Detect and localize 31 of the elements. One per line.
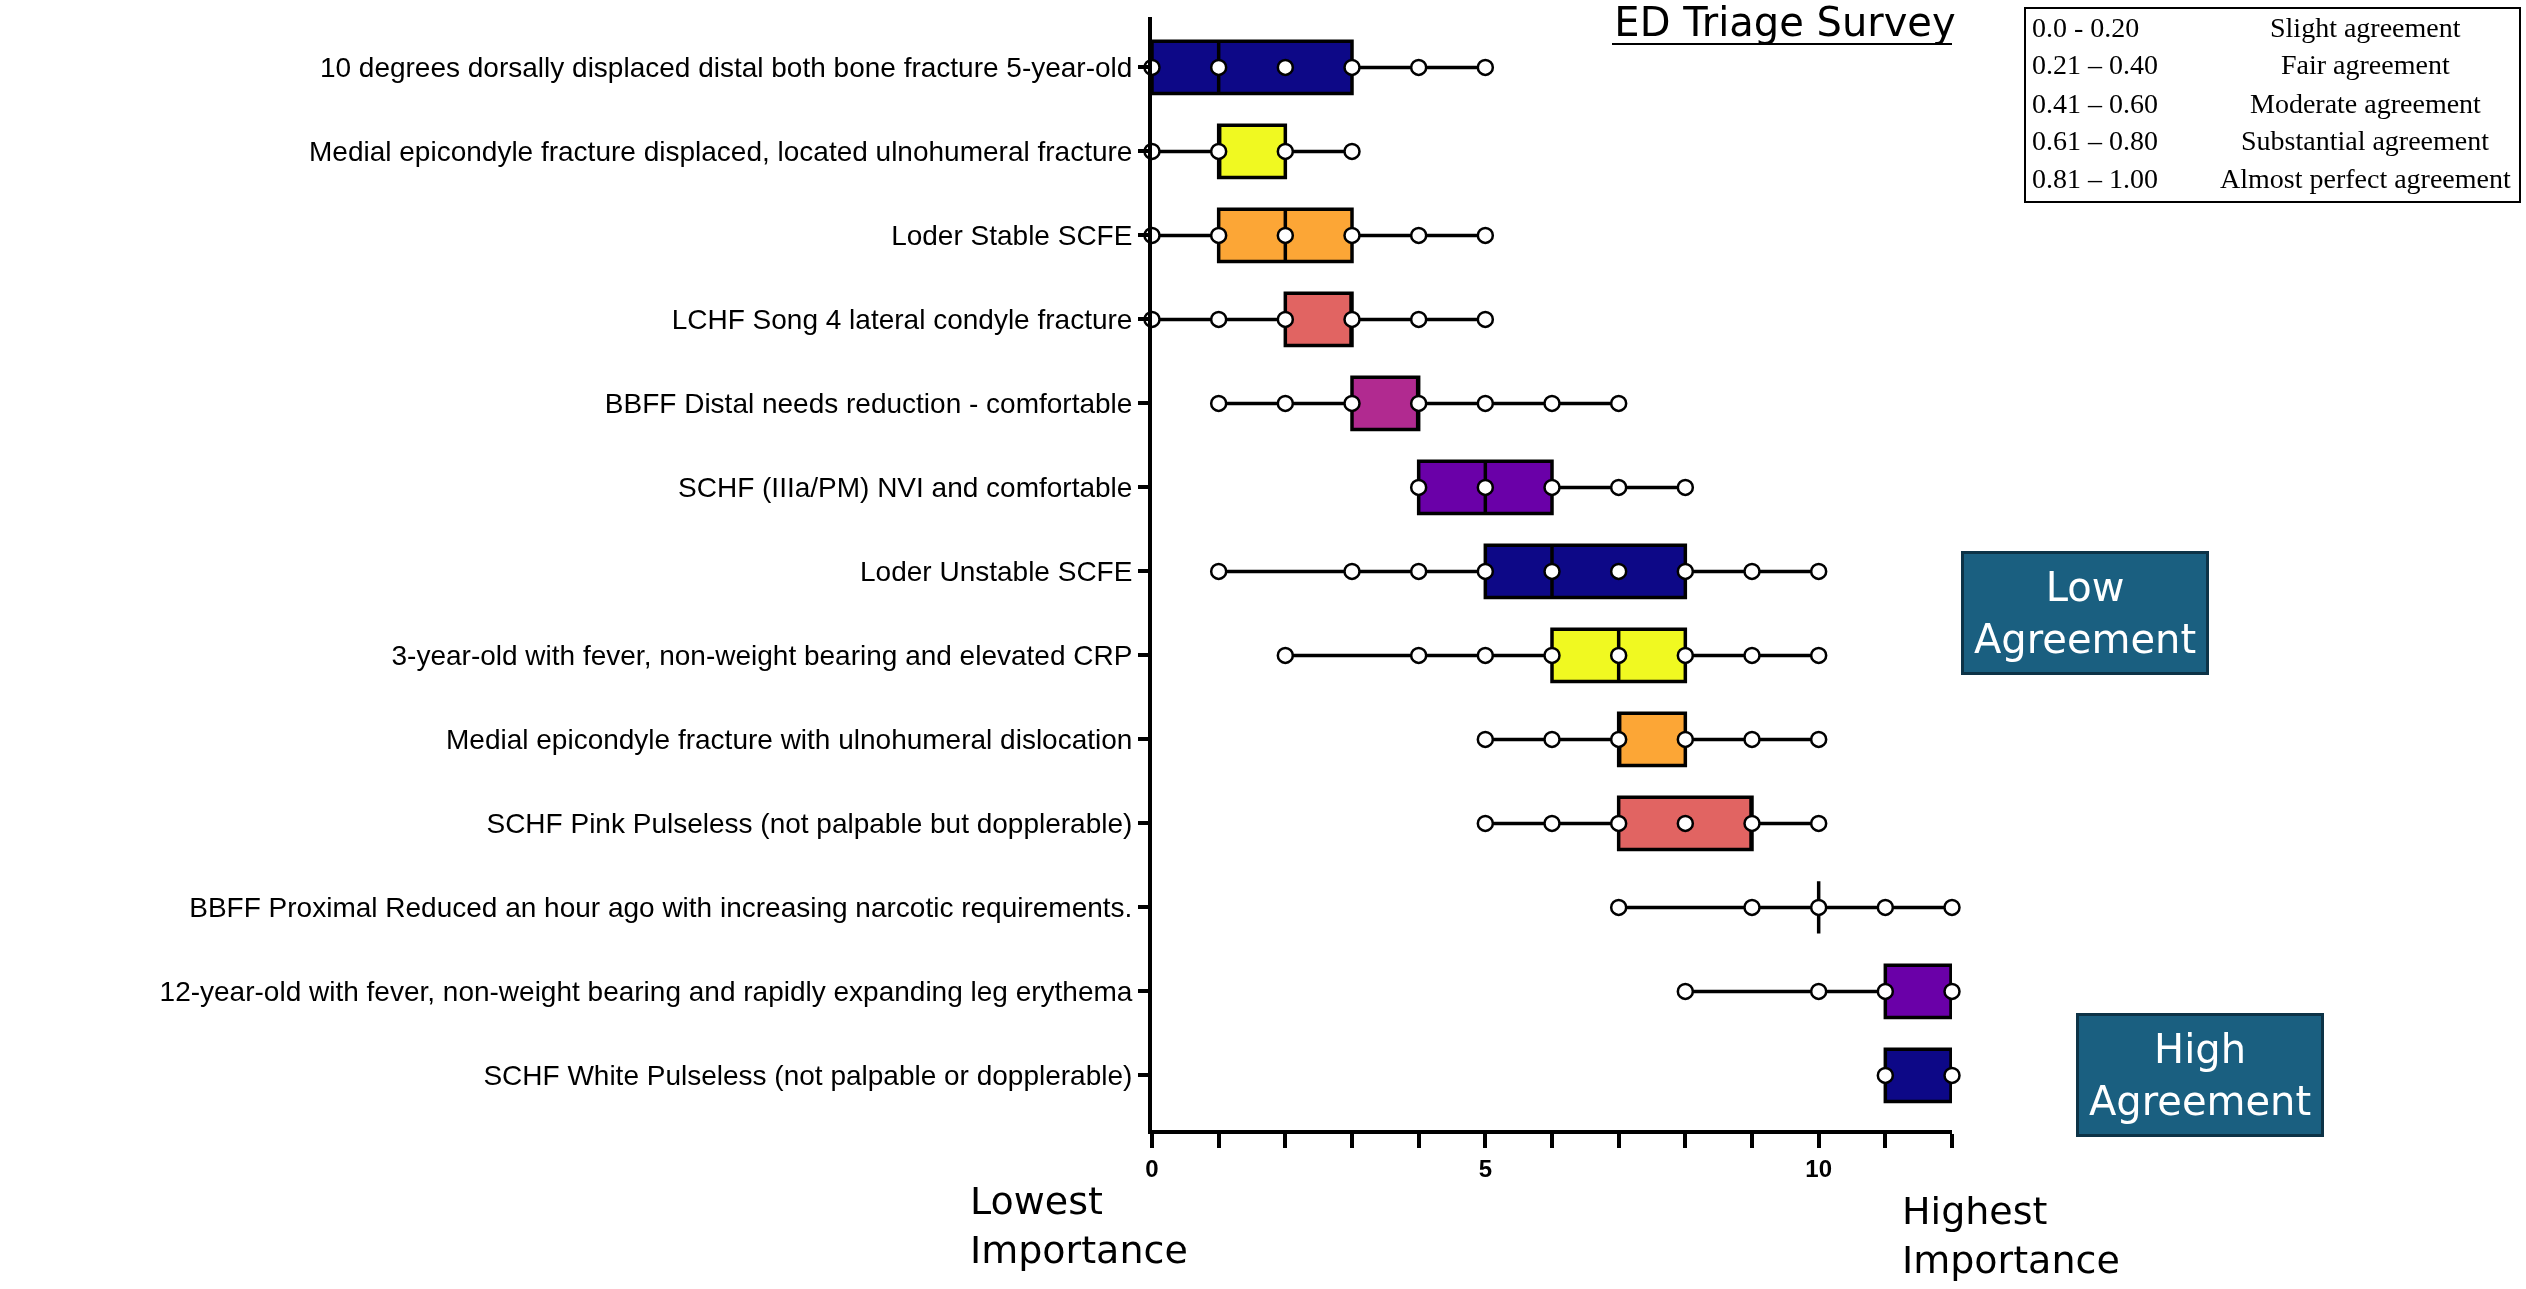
text: 0.41 – 0.60 <box>2032 88 2158 119</box>
x-tick-label: 0 <box>1145 1154 1159 1182</box>
text: 0.0 - 0.20 <box>2032 12 2140 43</box>
x-tick-label: 10 <box>1805 1154 1833 1182</box>
x-tick-label: 5 <box>1478 1154 1493 1182</box>
y-tick-label: SCHF (IIIa/PM) NVI and comfortable <box>678 472 1133 504</box>
y-tick-label: Medial epicondyle fracture displaced, located ulnohumeral fracture <box>309 136 1133 168</box>
y-tick-label: 10 degrees dorsally displaced distal both bone fracture 5-year-old <box>319 52 1133 84</box>
y-tick-label: BBFF Proximal Reduced an hour ago with increasing narcotic requirements. <box>189 892 1133 924</box>
y-tick-label: SCHF White Pulseless (not palpable or dopplerable) <box>483 1060 1133 1092</box>
text: 0.21 – 0.40 <box>2032 49 2158 80</box>
y-tick-label: LCHF Song 4 lateral condyle fracture <box>671 304 1133 336</box>
text: Slight agreement <box>2270 12 2461 43</box>
y-tick-label: Loder Unstable SCFE <box>860 556 1133 588</box>
text: Almost perfect agreement <box>2220 163 2511 194</box>
text: Lowest Importance <box>970 1179 1188 1273</box>
text: Moderate agreement <box>2250 88 2482 119</box>
y-tick-label: 3-year-old with fever, non-weight bearing and elevated CRP <box>391 640 1133 672</box>
text: 0.81 – 1.00 <box>2032 163 2158 194</box>
text: Low Agreement <box>1974 564 2197 662</box>
y-tick-label: Medial epicondyle fracture with ulnohumeral dislocation <box>446 724 1133 756</box>
y-tick-label: SCHF Pink Pulseless (not palpable but dopplerable) <box>486 808 1133 840</box>
chart-title: ED Triage Survey <box>1614 0 1956 45</box>
text: Fair agreement <box>2281 49 2450 80</box>
y-tick-label: Loder Stable SCFE <box>891 220 1133 252</box>
text: Substantial agreement <box>2241 125 2490 156</box>
text: 0.61 – 0.80 <box>2032 125 2158 156</box>
y-tick-label: 12-year-old with fever, non-weight bearing and rapidly expanding leg erythema <box>159 976 1133 1008</box>
y-tick-label: BBFF Distal needs reduction - comfortable <box>604 388 1133 420</box>
text: Highest Importance <box>1902 1189 2120 1283</box>
text: High Agreement <box>2089 1026 2312 1124</box>
